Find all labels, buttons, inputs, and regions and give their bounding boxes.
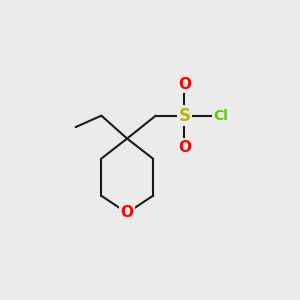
Text: O: O [121,206,134,220]
Text: Cl: Cl [213,109,228,123]
Text: O: O [178,140,191,154]
Text: S: S [178,107,190,125]
Text: O: O [178,77,191,92]
